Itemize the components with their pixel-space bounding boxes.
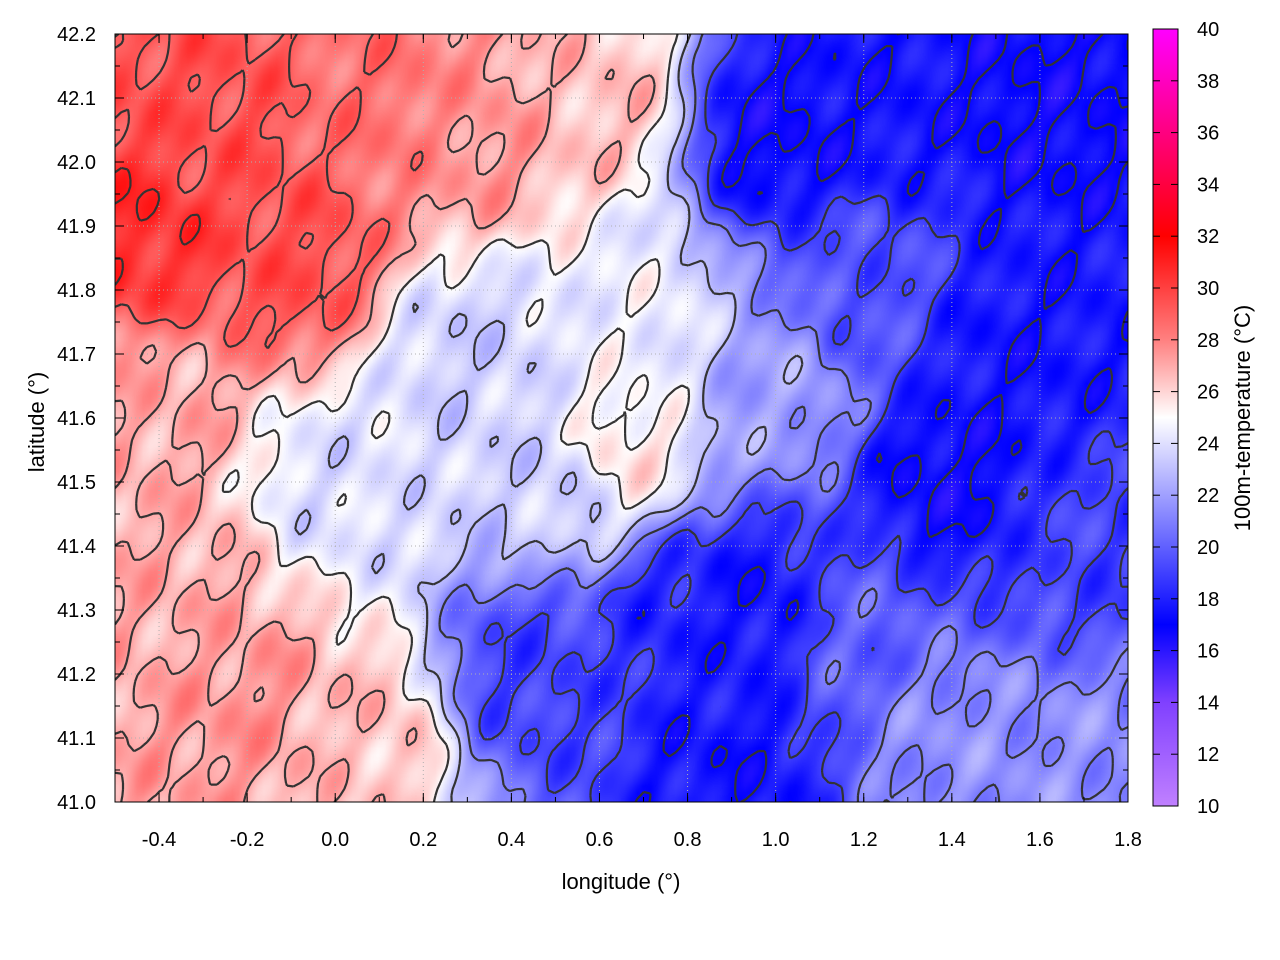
- x-tick-label: 0.2: [409, 829, 437, 851]
- x-tick-label: 1.2: [850, 829, 878, 851]
- colorbar-tick-label: 16: [1197, 641, 1219, 663]
- colorbar-tick-label: 30: [1197, 278, 1219, 300]
- colorbar-tick-label: 36: [1197, 123, 1219, 145]
- colorbar-tick-label: 12: [1197, 744, 1219, 766]
- x-axis: -0.4 -0.2 0.0 0.2 0.4 0.6 0.8 1.0 1.2 1.4 1.6 1.8: [114, 34, 1142, 851]
- colorbar-tick-label: 40: [1197, 19, 1219, 41]
- y-tick-label: 42.1: [57, 88, 96, 110]
- contour-line-19: [478, 34, 1128, 802]
- x-tick-label: -0.4: [142, 829, 176, 851]
- x-tick-label: 0.8: [674, 829, 702, 851]
- colorbar-tick-label: 26: [1197, 382, 1219, 404]
- colorbar-tick-label: 34: [1197, 174, 1219, 196]
- y-tick-label: 42.0: [57, 152, 96, 174]
- contour-line-23: [294, 34, 804, 802]
- x-tick-label: 1.6: [1026, 829, 1054, 851]
- y-tick-label: 41.8: [57, 280, 96, 302]
- y-tick-label: 41.7: [57, 344, 96, 366]
- y-tick-label: 41.4: [57, 536, 96, 558]
- y-tick-label: 41.2: [57, 664, 96, 686]
- y-tick-label: 41.9: [57, 216, 96, 238]
- y-axis: 41.0 41.1 41.2 41.3 41.4 41.5 41.6 41.7 41.8 41.9…: [57, 24, 1128, 814]
- x-tick-label: 1.0: [762, 829, 790, 851]
- x-tick-label: 1.8: [1114, 829, 1142, 851]
- y-tick-label: 42.2: [57, 24, 96, 46]
- colorbar-frame: [1152, 28, 1179, 807]
- x-tick-label: 0.6: [586, 829, 614, 851]
- x-tick-label: 1.4: [938, 829, 966, 851]
- y-tick-label: 41.3: [57, 600, 96, 622]
- colorbar-ticks: 10 12 14 16 18 20 22 24 26 28 30 32 34 36 38 40: [1153, 19, 1219, 818]
- colorbar-tick-label: 20: [1197, 537, 1219, 559]
- contour-line-27: [115, 34, 656, 802]
- x-tick-label: 0.0: [321, 829, 349, 851]
- colorbar-tick-label: 38: [1197, 71, 1219, 93]
- y-tick-label: 41.6: [57, 408, 96, 430]
- colorbar-tick-label: 22: [1197, 485, 1219, 507]
- contour-lines: [115, 34, 1128, 802]
- y-tick-label: 41.5: [57, 472, 96, 494]
- contour-line-25: [221, 34, 691, 802]
- colorbar-tick-label: 28: [1197, 330, 1219, 352]
- colorbar-tick-label: 18: [1197, 589, 1219, 611]
- contour-line-29: [115, 34, 424, 350]
- colorbar-label: 100m-temperature (°C): [1230, 305, 1255, 531]
- contour-line-31: [115, 166, 202, 286]
- y-tick-label: 41.1: [57, 728, 96, 750]
- contour-line-21: [438, 34, 1128, 802]
- x-axis-label: longitude (°): [562, 869, 681, 894]
- contour-line-17: [634, 34, 1128, 802]
- plot-area: [115, 34, 1128, 802]
- x-tick-label: -0.2: [230, 829, 264, 851]
- grid-lines: [115, 34, 1128, 802]
- y-axis-label: latitude (°): [24, 372, 49, 473]
- colorbar-tick-label: 24: [1197, 433, 1219, 455]
- colorbar-tick-label: 14: [1197, 692, 1219, 714]
- x-tick-label: 0.4: [497, 829, 525, 851]
- colorbar-gradient: [1153, 29, 1178, 806]
- colorbar-tick-label: 32: [1197, 226, 1219, 248]
- y-tick-label: 41.0: [57, 792, 96, 814]
- colorbar-tick-label: 10: [1197, 796, 1219, 818]
- colorbar: 10 12 14 16 18 20 22 24 26 28 30 32 34 36 38 40: [1152, 19, 1219, 818]
